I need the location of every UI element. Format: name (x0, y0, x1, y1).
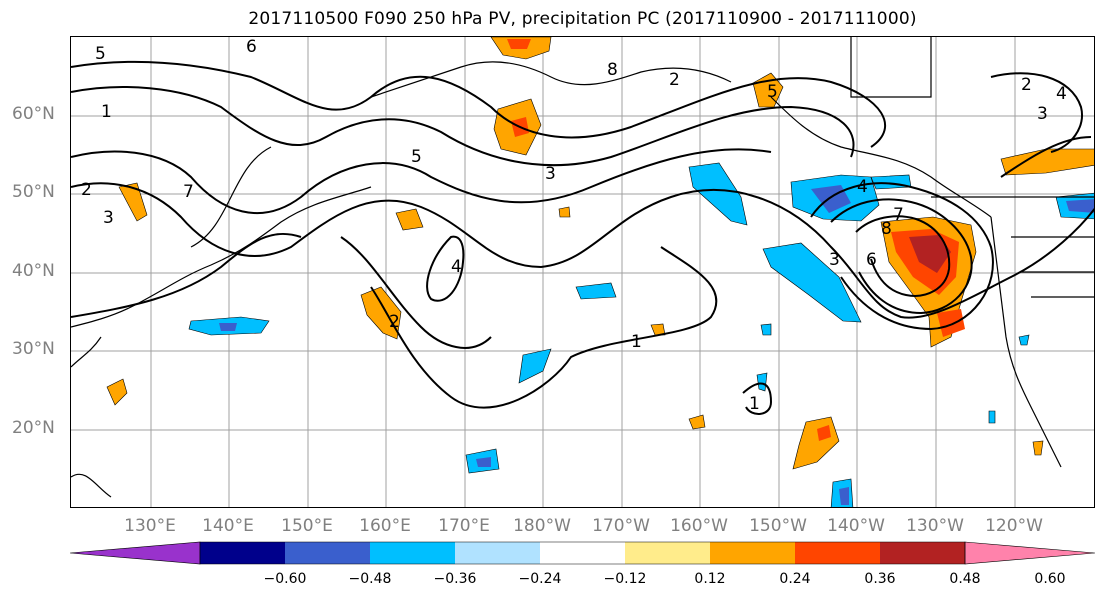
colorbar-segment (795, 542, 881, 564)
colorbar-tick-label: 0.36 (864, 571, 896, 587)
colorbar-tick-label: 0.12 (694, 571, 726, 587)
lon-label: 150°W (749, 516, 807, 536)
contour-label: 4 (857, 177, 868, 197)
lon-label: 160°E (359, 516, 411, 536)
map-title: 2017110500 F090 250 hPa PV, precipitatio… (248, 9, 917, 29)
lat-label: 60°N (12, 104, 55, 124)
colorbar-segment (200, 542, 286, 564)
lon-label: 180°W (513, 516, 571, 536)
contour-label: 3 (1037, 104, 1048, 124)
contour-label: 1 (749, 394, 760, 414)
contour-label: 6 (246, 37, 257, 57)
map-panel: 5 6 1 2 3 7 5 3 4 1 2 8 2 5 4 3 6 7 8 1 … (70, 36, 1095, 508)
contour-label: 2 (389, 312, 400, 332)
map-canvas: 5 6 1 2 3 7 5 3 4 1 2 8 2 5 4 3 6 7 8 1 … (71, 37, 1094, 507)
contour-label: 2 (81, 180, 92, 200)
contour-label: 1 (101, 102, 112, 122)
lat-label: 50°N (12, 182, 55, 202)
coastlines (71, 37, 1094, 498)
lon-label: 140°E (202, 516, 254, 536)
colorbar-extend-high (964, 541, 1095, 565)
colorbar-tick-label: −0.48 (348, 571, 392, 587)
colorbar-tick-label: 0.24 (779, 571, 811, 587)
lat-label: 40°N (12, 261, 55, 281)
lon-label: 140°W (827, 516, 885, 536)
contour-label: 7 (893, 205, 904, 225)
contour-label: 5 (95, 44, 106, 64)
colorbar-tick-label: 0.60 (1034, 571, 1066, 587)
contour-label: 4 (1056, 84, 1067, 104)
contour-label: 3 (829, 250, 840, 270)
colorbar-segment (285, 542, 371, 564)
colorbar-tick-label: 0.48 (949, 571, 981, 587)
contour-label: 4 (451, 257, 462, 277)
precip-negative (188, 162, 1094, 507)
lon-label: 130°W (906, 516, 964, 536)
precip-positive (106, 37, 1094, 470)
colorbar-tick-label: −0.24 (518, 571, 562, 587)
colorbar-segment (625, 542, 711, 564)
lat-label: 30°N (12, 339, 55, 359)
colorbar-segments (70, 541, 1095, 565)
colorbar-tick-label: −0.12 (603, 571, 647, 587)
lon-label: 130°E (124, 516, 176, 536)
contour-label: 5 (767, 82, 778, 102)
contour-label: 7 (183, 182, 194, 202)
colorbar (70, 541, 1095, 565)
lon-label: 170°W (592, 516, 650, 536)
contour-label: 5 (411, 147, 422, 167)
contour-label: 2 (1021, 75, 1032, 95)
colorbar-tick-label: −0.60 (263, 571, 307, 587)
lat-label: 20°N (12, 418, 55, 438)
contour-label: 6 (866, 250, 877, 270)
colorbar-segment (880, 542, 966, 564)
lon-label: 120°W (985, 516, 1043, 536)
contour-label: 8 (607, 60, 618, 80)
lon-label: 160°W (670, 516, 728, 536)
colorbar-tick-label: −0.36 (433, 571, 477, 587)
contour-label: 1 (631, 332, 642, 352)
colorbar-segment (370, 542, 456, 564)
contour-label: 8 (881, 219, 892, 239)
colorbar-segment (540, 542, 626, 564)
contour-label: 3 (545, 164, 556, 184)
contour-label-group: 5 6 1 2 3 7 5 3 4 1 2 8 2 5 4 3 6 7 8 1 … (81, 37, 1067, 414)
contour-label: 3 (103, 208, 114, 228)
colorbar-frame (199, 541, 966, 565)
lon-label: 150°E (281, 516, 333, 536)
colorbar-segment (710, 542, 796, 564)
colorbar-extend-low (70, 541, 201, 565)
colorbar-segment (455, 542, 541, 564)
lon-label: 170°E (438, 516, 490, 536)
contour-label: 2 (669, 70, 680, 90)
pv-contours (71, 60, 1094, 415)
